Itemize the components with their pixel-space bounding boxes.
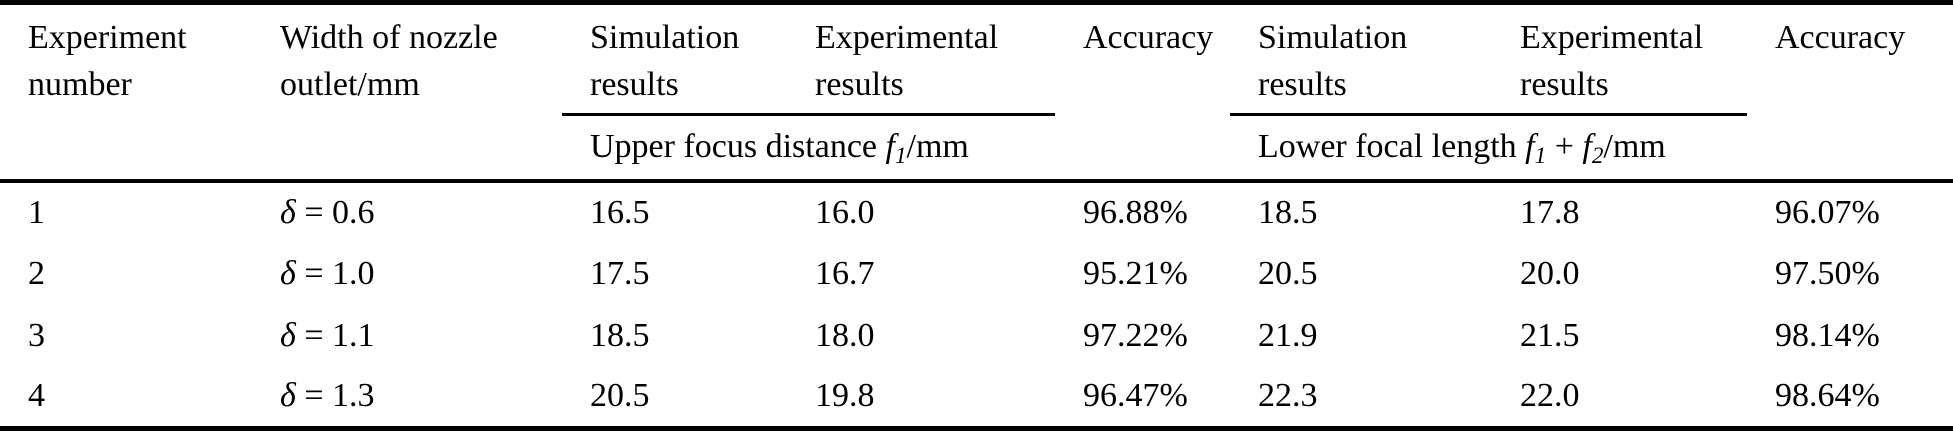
- f1-subscript: 1: [1534, 143, 1547, 170]
- col-header-experiment-number: Experiment number: [0, 2, 252, 183]
- f1-symbol: f: [1525, 128, 1535, 166]
- col-header-lower-experimental-results: Experimental results: [1492, 2, 1747, 116]
- f2-symbol: f: [1582, 128, 1592, 166]
- cell-upper-accuracy: 95.21%: [1083, 254, 1188, 292]
- cell-upper-experimental: 18.0: [815, 316, 875, 354]
- cell-lower-simulation: 21.9: [1258, 316, 1318, 354]
- cell-lower-experimental: 20.0: [1520, 254, 1580, 292]
- table-row: 4 δ = 1.3 20.5 19.8 96.47% 22.3 22.0 98.…: [0, 367, 1953, 429]
- cell-upper-accuracy: 96.47%: [1083, 377, 1188, 415]
- spanner-lower-label: Lower focal length: [1258, 128, 1517, 166]
- cell-nozzle-width: δ = 0.6: [252, 181, 562, 243]
- delta-symbol: δ: [280, 193, 296, 231]
- cell-experiment-number: 2: [28, 254, 45, 292]
- cell-experiment-number: 4: [28, 377, 45, 415]
- cell-lower-simulation: 18.5: [1258, 193, 1318, 231]
- cell-nozzle-width: δ = 1.3: [252, 367, 562, 429]
- plus-sign: +: [1554, 128, 1574, 166]
- header-row-1: Experiment number Width of nozzle outlet…: [0, 2, 1953, 183]
- delta-symbol: δ: [280, 316, 296, 354]
- f2-subscript: 2: [1591, 143, 1604, 170]
- cell-upper-simulation: 17.5: [590, 254, 650, 292]
- table-row: 1 δ = 0.6 16.5 16.0 96.88% 18.5 17.8 96.…: [0, 181, 1953, 243]
- f1-subscript: 1: [894, 143, 907, 170]
- cell-lower-accuracy: 96.07%: [1775, 193, 1880, 231]
- delta-value: = 1.1: [304, 316, 375, 354]
- cell-lower-accuracy: 98.64%: [1775, 377, 1880, 415]
- cell-upper-simulation: 16.5: [590, 193, 650, 231]
- cell-upper-accuracy: 96.88%: [1083, 193, 1188, 231]
- cell-experiment-number: 1: [28, 193, 45, 231]
- cell-upper-experimental: 16.7: [815, 254, 875, 292]
- cell-nozzle-width: δ = 1.1: [252, 305, 562, 367]
- cell-upper-experimental: 19.8: [815, 377, 875, 415]
- col-header-upper-experimental-results: Experimental results: [787, 2, 1055, 116]
- delta-symbol: δ: [280, 254, 296, 292]
- cell-upper-accuracy: 97.22%: [1083, 316, 1188, 354]
- f1-symbol: f: [885, 128, 895, 166]
- spanner-lower-focal-length: Lower focal length f1 + f2/mm: [1230, 114, 1747, 183]
- col-header-nozzle-width: Width of nozzle outlet/mm: [252, 2, 562, 183]
- col-header-lower-simulation-results: Simulation results: [1230, 2, 1492, 116]
- cell-lower-experimental: 22.0: [1520, 377, 1580, 415]
- cell-upper-simulation: 20.5: [590, 377, 650, 415]
- cell-upper-simulation: 18.5: [590, 316, 650, 354]
- delta-value: = 1.3: [304, 377, 375, 415]
- header-row-2: Upper focus distance f1/mm Lower focal l…: [0, 114, 1953, 183]
- col-header-lower-accuracy: Accuracy: [1747, 2, 1953, 183]
- delta-value: = 1.0: [304, 254, 375, 292]
- cell-upper-experimental: 16.0: [815, 193, 875, 231]
- cell-experiment-number: 3: [28, 316, 45, 354]
- results-table: Experiment number Width of nozzle outlet…: [0, 0, 1953, 431]
- cell-lower-accuracy: 97.50%: [1775, 254, 1880, 292]
- cell-lower-experimental: 21.5: [1520, 316, 1580, 354]
- delta-symbol: δ: [280, 377, 296, 415]
- table-row: 2 δ = 1.0 17.5 16.7 95.21% 20.5 20.0 97.…: [0, 243, 1953, 305]
- cell-lower-experimental: 17.8: [1520, 193, 1580, 231]
- spanner-lower-unit: /mm: [1603, 128, 1666, 166]
- col-header-upper-accuracy: Accuracy: [1055, 2, 1230, 183]
- spanner-upper-label: Upper focus distance: [590, 128, 878, 166]
- cell-lower-simulation: 20.5: [1258, 254, 1318, 292]
- cell-lower-accuracy: 98.14%: [1775, 316, 1880, 354]
- table-header: Experiment number Width of nozzle outlet…: [0, 2, 1953, 183]
- table-row: 3 δ = 1.1 18.5 18.0 97.22% 21.9 21.5 98.…: [0, 305, 1953, 367]
- table-body: 1 δ = 0.6 16.5 16.0 96.88% 18.5 17.8 96.…: [0, 181, 1953, 429]
- cell-lower-simulation: 22.3: [1258, 377, 1318, 415]
- spanner-upper-unit: /mm: [906, 128, 969, 166]
- spanner-upper-focus-distance: Upper focus distance f1/mm: [562, 114, 1055, 183]
- cell-nozzle-width: δ = 1.0: [252, 243, 562, 305]
- col-header-upper-simulation-results: Simulation results: [562, 2, 787, 116]
- delta-value: = 0.6: [304, 193, 375, 231]
